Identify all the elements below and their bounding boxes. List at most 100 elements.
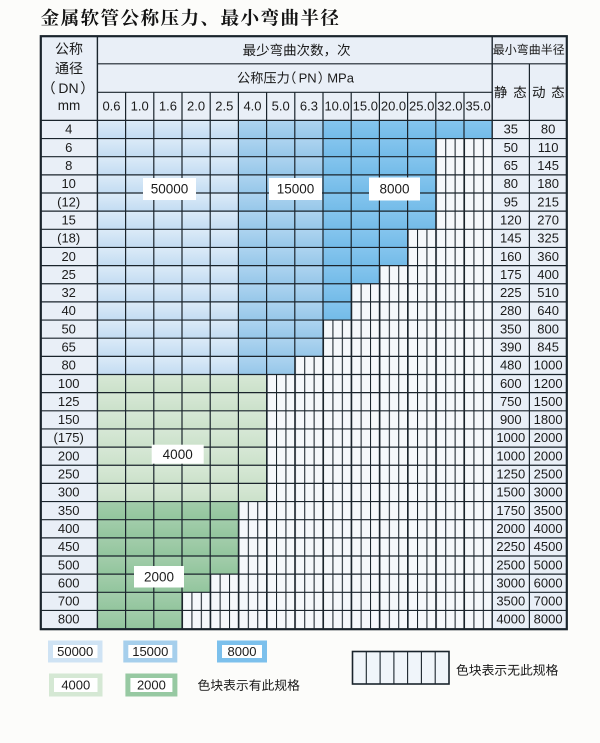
- svg-text:65: 65: [61, 340, 75, 355]
- svg-text:8000: 8000: [228, 644, 257, 659]
- svg-text:80: 80: [541, 122, 555, 137]
- svg-text:120: 120: [500, 213, 522, 228]
- svg-text:4000: 4000: [534, 521, 563, 536]
- svg-text:2000: 2000: [534, 430, 563, 445]
- svg-text:270: 270: [537, 213, 559, 228]
- svg-text:4000: 4000: [61, 678, 90, 693]
- svg-text:3000: 3000: [496, 575, 525, 590]
- svg-text:2500: 2500: [496, 557, 525, 572]
- svg-text:(12): (12): [57, 194, 80, 209]
- svg-text:35.0: 35.0: [465, 98, 490, 113]
- svg-text:50: 50: [504, 140, 518, 155]
- svg-text:215: 215: [537, 194, 559, 209]
- svg-text:10: 10: [61, 176, 75, 191]
- svg-text:4.0: 4.0: [243, 98, 261, 113]
- svg-text:400: 400: [58, 521, 80, 536]
- svg-text:6: 6: [65, 140, 72, 155]
- svg-text:900: 900: [500, 412, 522, 427]
- svg-text:280: 280: [500, 303, 522, 318]
- svg-text:1200: 1200: [534, 376, 563, 391]
- svg-text:65: 65: [504, 158, 518, 173]
- svg-text:2000: 2000: [496, 521, 525, 536]
- svg-text:145: 145: [537, 158, 559, 173]
- svg-text:1750: 1750: [496, 503, 525, 518]
- svg-text:160: 160: [500, 249, 522, 264]
- svg-text:2500: 2500: [534, 467, 563, 482]
- svg-text:845: 845: [537, 340, 559, 355]
- svg-text:250: 250: [58, 467, 80, 482]
- svg-text:80: 80: [504, 176, 518, 191]
- svg-text:3000: 3000: [534, 485, 563, 500]
- svg-text:35: 35: [504, 122, 518, 137]
- svg-text:390: 390: [500, 340, 522, 355]
- svg-text:2.5: 2.5: [215, 98, 233, 113]
- svg-text:32.0: 32.0: [437, 98, 462, 113]
- svg-text:350: 350: [58, 503, 80, 518]
- svg-text:4: 4: [65, 122, 72, 137]
- svg-text:10.0: 10.0: [324, 98, 349, 113]
- svg-text:600: 600: [500, 376, 522, 391]
- svg-text:500: 500: [58, 557, 80, 572]
- svg-text:5.0: 5.0: [272, 98, 290, 113]
- svg-text:2000: 2000: [137, 678, 166, 693]
- svg-text:800: 800: [58, 612, 80, 627]
- svg-text:125: 125: [58, 394, 80, 409]
- svg-text:80: 80: [61, 358, 75, 373]
- svg-text:50: 50: [61, 321, 75, 336]
- svg-text:0.6: 0.6: [102, 98, 120, 113]
- svg-text:110: 110: [538, 140, 559, 155]
- svg-text:510: 510: [537, 285, 559, 300]
- svg-text:25.0: 25.0: [409, 98, 434, 113]
- svg-text:15000: 15000: [132, 644, 168, 659]
- svg-text:450: 450: [58, 539, 80, 554]
- svg-text:700: 700: [58, 594, 80, 609]
- svg-text:4000: 4000: [163, 447, 193, 462]
- svg-text:640: 640: [537, 303, 559, 318]
- svg-text:2250: 2250: [496, 539, 525, 554]
- svg-text:2.0: 2.0: [187, 98, 205, 113]
- svg-text:25: 25: [61, 267, 75, 282]
- svg-text:300: 300: [58, 485, 80, 500]
- svg-text:4000: 4000: [496, 612, 525, 627]
- svg-text:150: 150: [58, 412, 80, 427]
- svg-text:1000: 1000: [496, 448, 525, 463]
- svg-text:2000: 2000: [534, 448, 563, 463]
- svg-text:100: 100: [58, 376, 80, 391]
- svg-text:1000: 1000: [496, 430, 525, 445]
- svg-text:8: 8: [65, 158, 72, 173]
- svg-text:1000: 1000: [534, 358, 563, 373]
- svg-text:200: 200: [58, 448, 80, 463]
- svg-text:600: 600: [58, 575, 80, 590]
- svg-text:480: 480: [500, 358, 522, 373]
- svg-text:350: 350: [500, 321, 522, 336]
- svg-text:145: 145: [500, 231, 522, 246]
- svg-text:2000: 2000: [144, 570, 174, 585]
- svg-text:DN: DN: [58, 80, 78, 96]
- svg-text:360: 360: [537, 249, 559, 264]
- svg-text:(175): (175): [54, 430, 84, 445]
- svg-text:PN: PN: [299, 70, 317, 85]
- svg-text:1500: 1500: [534, 394, 563, 409]
- svg-text:32: 32: [61, 285, 75, 300]
- svg-text:mm: mm: [58, 98, 81, 113]
- svg-text:750: 750: [500, 394, 522, 409]
- svg-text:3500: 3500: [496, 594, 525, 609]
- svg-text:325: 325: [537, 231, 559, 246]
- svg-text:20.0: 20.0: [381, 98, 406, 113]
- svg-text:40: 40: [61, 303, 75, 318]
- svg-text:7000: 7000: [534, 594, 563, 609]
- svg-text:MPa: MPa: [327, 70, 355, 85]
- svg-text:180: 180: [537, 176, 559, 191]
- svg-text:8000: 8000: [379, 182, 409, 197]
- svg-text:15: 15: [61, 213, 75, 228]
- svg-text:(18): (18): [57, 231, 80, 246]
- svg-text:6000: 6000: [534, 575, 563, 590]
- svg-text:50000: 50000: [57, 644, 93, 659]
- svg-text:800: 800: [537, 321, 559, 336]
- svg-text:1800: 1800: [534, 412, 563, 427]
- svg-text:15000: 15000: [277, 182, 315, 197]
- svg-text:1500: 1500: [496, 485, 525, 500]
- svg-text:6.3: 6.3: [300, 98, 318, 113]
- svg-text:5000: 5000: [534, 557, 563, 572]
- svg-text:3500: 3500: [534, 503, 563, 518]
